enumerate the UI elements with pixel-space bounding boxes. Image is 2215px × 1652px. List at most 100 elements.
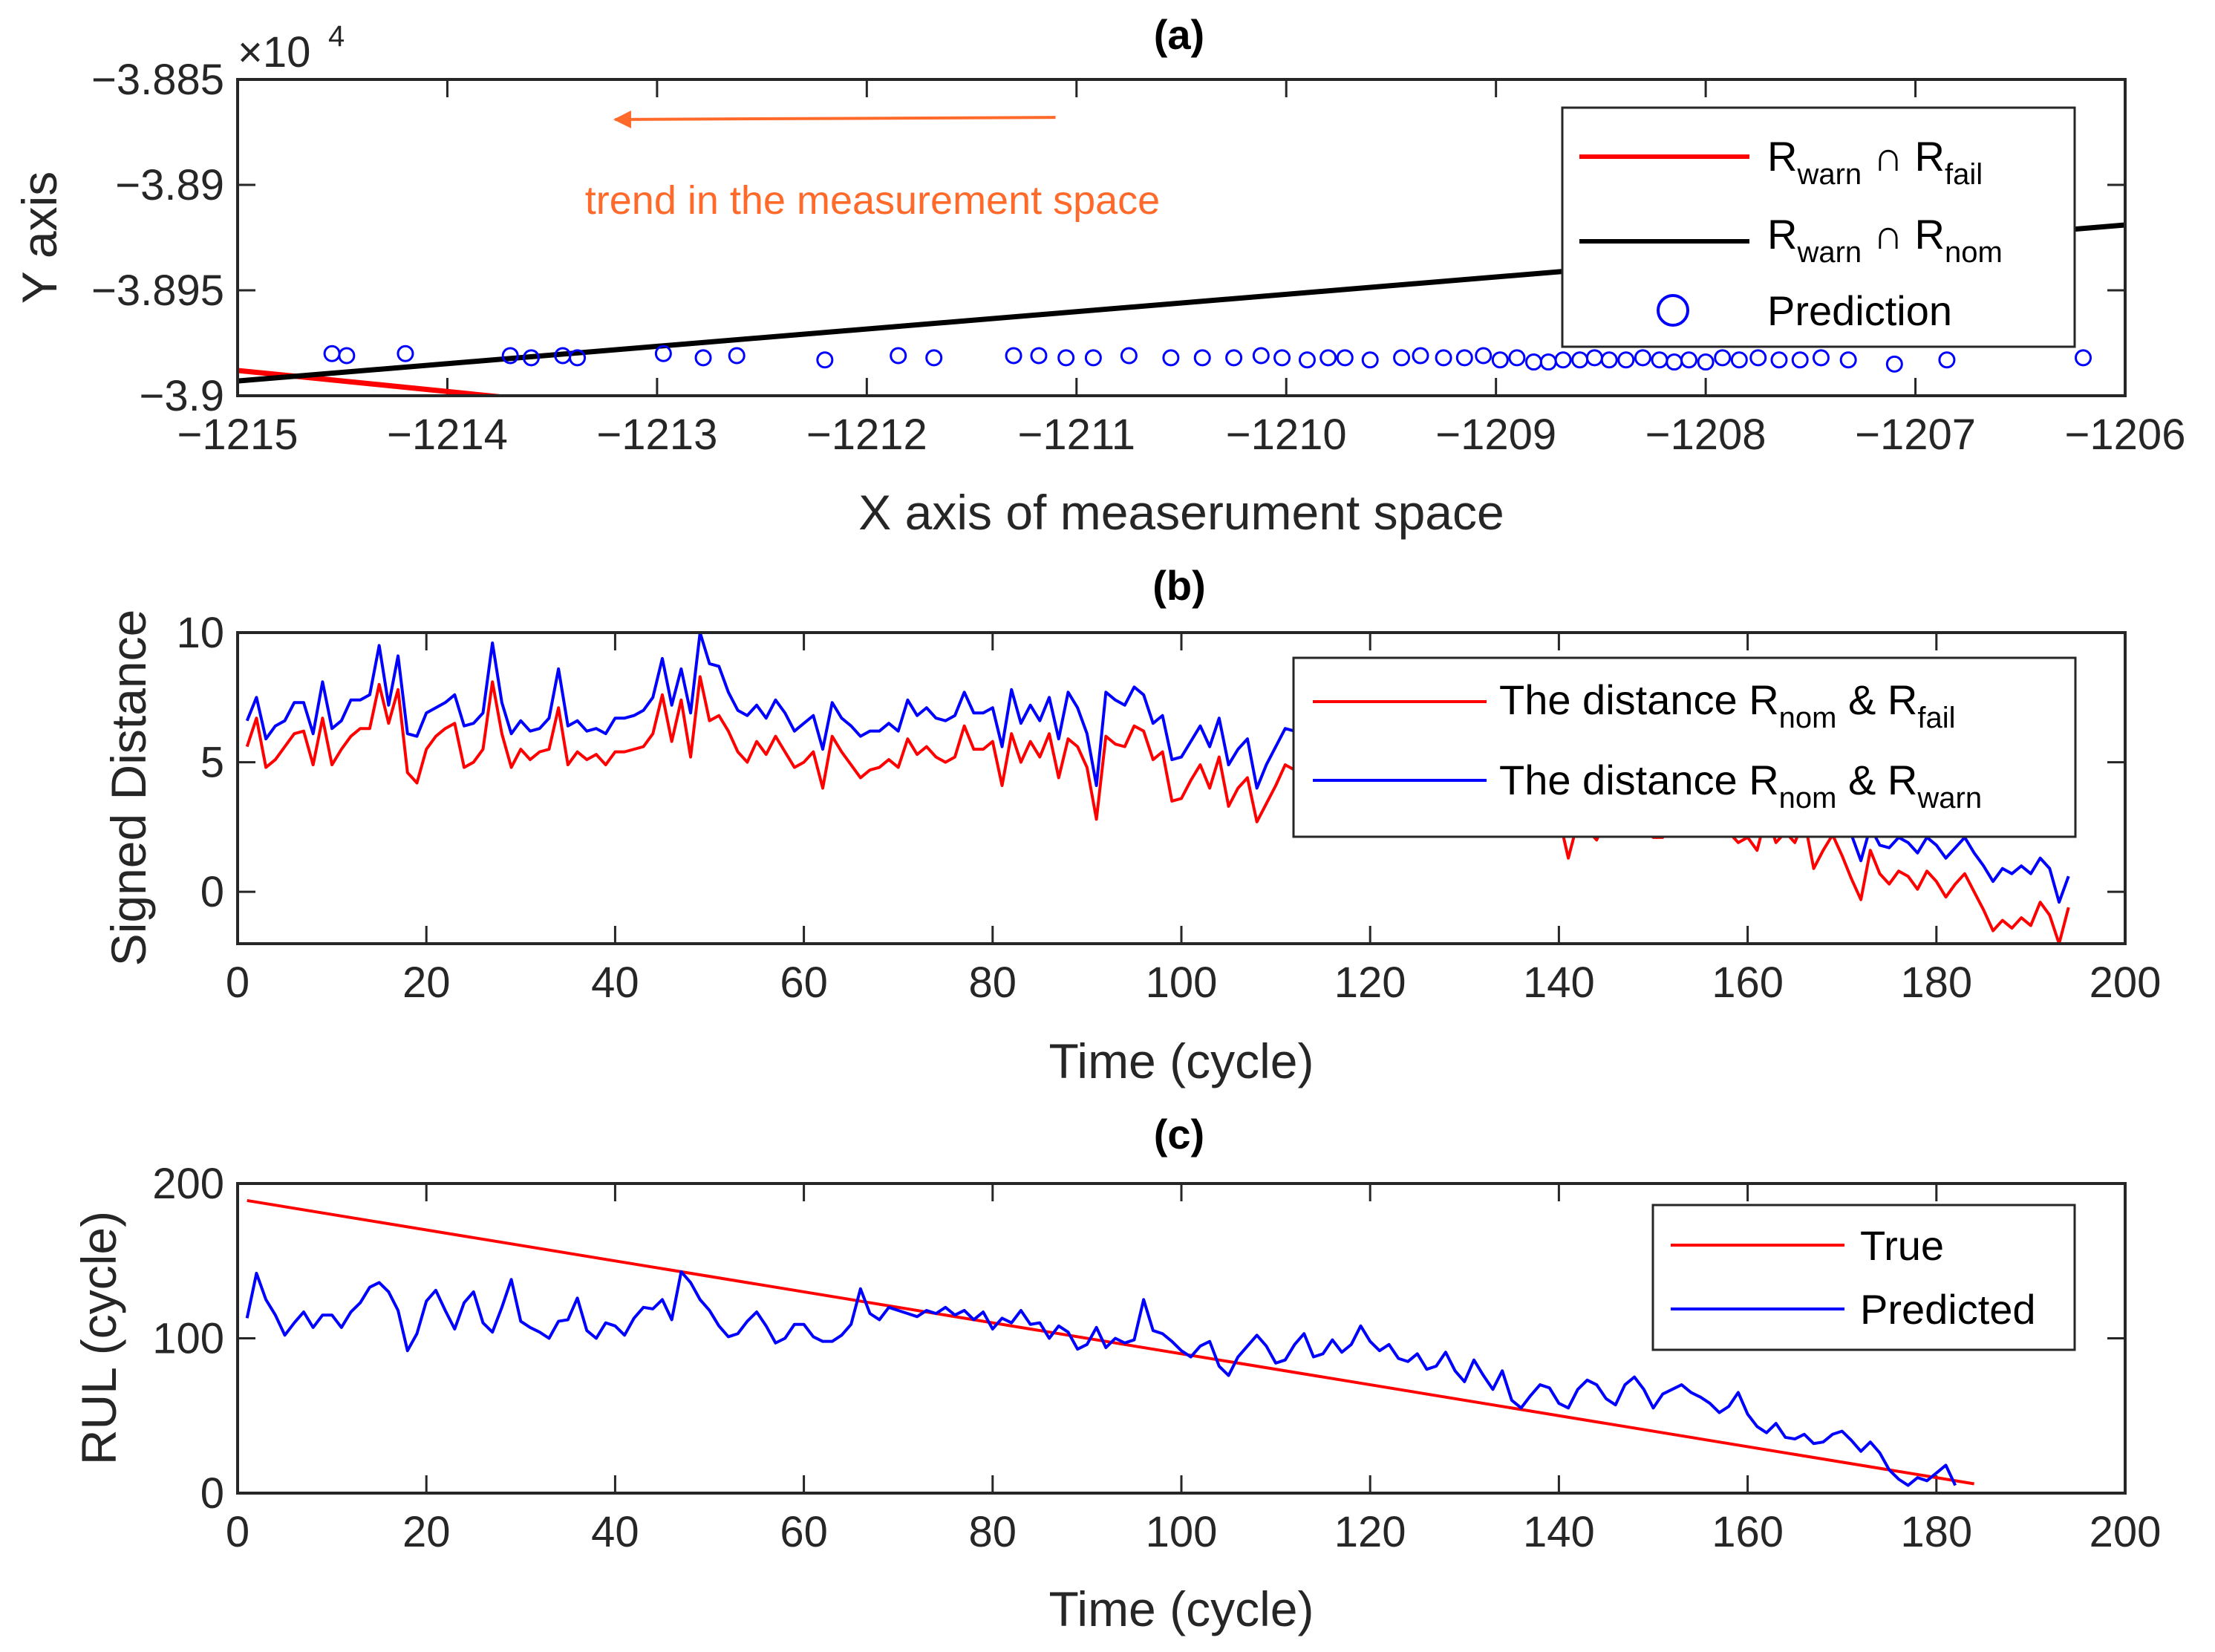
panel-a-legend: Rwarn ∩ Rfail Rwarn ∩ Rnom Prediction bbox=[1561, 106, 2076, 348]
x-tick-label: 100 bbox=[1146, 959, 1218, 1007]
legend-b1-sub2: fail bbox=[1917, 702, 1955, 734]
panel-a-title: (a) bbox=[1154, 11, 1204, 58]
prediction-point bbox=[1273, 349, 1291, 367]
panel-c-legend: True Predicted bbox=[1651, 1204, 2076, 1351]
x-tick-label: −1209 bbox=[1435, 411, 1556, 459]
prediction-point bbox=[1791, 351, 1809, 369]
x-tick-label: −1206 bbox=[2065, 411, 2186, 459]
legend-label-true: True bbox=[1860, 1222, 1944, 1269]
panel-c-plot-area bbox=[245, 1198, 1974, 1487]
legend-label-predicted: Predicted bbox=[1860, 1286, 2036, 1333]
panel-a: (a) ×10 4 −1215 −1214 −1213 −1212 −1211 −1210… bbox=[12, 11, 2185, 540]
prediction-point bbox=[1084, 349, 1102, 367]
panel-a-exponent-base: ×10 bbox=[238, 28, 310, 76]
legend-entry-nom-fail: The distance Rnom & Rfail bbox=[1313, 676, 1956, 734]
x-tick-label: 140 bbox=[1523, 1508, 1595, 1556]
prediction-point bbox=[890, 347, 907, 365]
y-tick-label: −3.9 bbox=[140, 372, 225, 420]
prediction-point bbox=[654, 345, 672, 362]
panel-a-axes-frame bbox=[236, 78, 2127, 397]
panel-b-legend-box bbox=[1292, 656, 2077, 838]
panel-b-xlabel: Time (cycle) bbox=[1049, 1034, 1314, 1088]
prediction-point bbox=[1252, 347, 1270, 365]
prediction-point bbox=[1057, 349, 1075, 367]
trend-arrow bbox=[613, 110, 1056, 128]
prediction-point bbox=[1666, 353, 1683, 371]
panel-a-exponent: ×10 4 bbox=[238, 20, 345, 76]
legend-entry-predicted: Predicted bbox=[1671, 1286, 2036, 1333]
x-tick-label: 100 bbox=[1146, 1508, 1218, 1556]
panel-a-xlabel: X axis of measerument space bbox=[858, 485, 1504, 540]
legend-swatch-prediction bbox=[1657, 294, 1689, 327]
prediction-point bbox=[1651, 351, 1668, 369]
x-tick-label: 160 bbox=[1712, 1508, 1784, 1556]
y-tick-label: 0 bbox=[200, 868, 224, 916]
x-tick-label: −1214 bbox=[387, 411, 508, 459]
x-tick-label: 40 bbox=[591, 959, 639, 1007]
x-tick-label: 180 bbox=[1900, 1508, 1972, 1556]
x-tick-label: 20 bbox=[402, 959, 451, 1007]
legend-label-nom-warn: The distance Rnom & Rwarn bbox=[1499, 757, 1982, 814]
x-tick-label: 200 bbox=[2090, 1508, 2162, 1556]
prediction-point bbox=[1319, 349, 1337, 367]
x-tick-label: −1213 bbox=[596, 411, 717, 459]
legend-entry-nom-warn: The distance Rnom & Rwarn bbox=[1313, 757, 1982, 814]
panel-b-axes-frame bbox=[236, 631, 2127, 945]
prediction-point bbox=[1393, 349, 1411, 367]
x-tick-label: 0 bbox=[226, 1508, 249, 1556]
prediction-point bbox=[1508, 349, 1526, 367]
prediction-point bbox=[1455, 349, 1473, 367]
prediction-point bbox=[2075, 349, 2092, 367]
prediction-point bbox=[816, 351, 834, 369]
legend-r-4: R bbox=[1915, 211, 1945, 258]
legend-b1-op: & R bbox=[1836, 676, 1917, 723]
prediction-point bbox=[501, 347, 519, 365]
legend-r-1: R bbox=[1767, 133, 1797, 180]
legend-r-2: R bbox=[1915, 133, 1945, 180]
y-tick-label: 100 bbox=[152, 1315, 224, 1363]
prediction-point bbox=[1554, 351, 1572, 369]
legend-entry-warn-nom: Rwarn ∩ Rnom bbox=[1579, 211, 2003, 269]
prediction-point bbox=[1697, 353, 1715, 371]
prediction-point bbox=[1749, 349, 1767, 367]
legend-r-3: R bbox=[1767, 211, 1797, 258]
prediction-point bbox=[1193, 349, 1211, 367]
legend-sub-nom: nom bbox=[1945, 236, 2003, 269]
prediction-point bbox=[728, 347, 746, 365]
panel-b-ticks: 0 20 40 60 80 100 120 140 160 180 200 0 5 10 bbox=[176, 609, 2161, 1007]
x-tick-label: −1215 bbox=[177, 411, 299, 459]
x-tick-label: 200 bbox=[2090, 959, 2162, 1007]
legend-b2-sub2: warn bbox=[1916, 782, 1982, 814]
x-tick-label: 60 bbox=[780, 959, 828, 1007]
prediction-point bbox=[1585, 349, 1603, 367]
legend-op-1: ∩ bbox=[1862, 133, 1914, 180]
prediction-point bbox=[1600, 351, 1618, 369]
prediction-point bbox=[1412, 347, 1429, 365]
y-tick-label: 5 bbox=[200, 739, 224, 787]
prediction-point bbox=[1475, 347, 1493, 365]
prediction-point bbox=[1361, 351, 1379, 369]
panel-c-title: (c) bbox=[1154, 1111, 1204, 1158]
legend-b2-sub: nom bbox=[1779, 782, 1837, 814]
panel-b: (b) 0 20 40 60 80 100 120 140 160 180 200 0 5 10 Time… bbox=[101, 562, 2161, 1088]
prediction-point bbox=[397, 345, 414, 362]
y-tick-label: −3.895 bbox=[91, 267, 224, 315]
x-tick-label: −1210 bbox=[1226, 411, 1347, 459]
panel-c-xlabel: Time (cycle) bbox=[1049, 1581, 1314, 1636]
y-tick-label: 0 bbox=[200, 1469, 224, 1518]
prediction-point bbox=[1770, 351, 1788, 369]
legend-label-nom-fail: The distance Rnom & Rfail bbox=[1499, 676, 1956, 734]
x-tick-label: −1208 bbox=[1645, 411, 1767, 459]
x-tick-label: 140 bbox=[1523, 959, 1595, 1007]
prediction-point bbox=[1938, 351, 1956, 369]
panel-a-exponent-power: 4 bbox=[328, 20, 345, 53]
prediction-point bbox=[1525, 353, 1543, 371]
y-tick-label: 200 bbox=[152, 1160, 224, 1208]
prediction-point bbox=[569, 349, 587, 367]
panel-a-annotation: trend in the measurement space bbox=[585, 110, 1160, 223]
panel-c-ylabel: RUL (cycle) bbox=[71, 1211, 126, 1465]
panel-c-legend-box bbox=[1651, 1204, 2076, 1351]
legend-entry-prediction: Prediction bbox=[1657, 287, 1952, 334]
legend-b1-sub: nom bbox=[1779, 702, 1837, 734]
panel-c: (c) 0 20 40 60 80 100 120 140 160 180 200 0 100 200 T… bbox=[71, 1111, 2161, 1636]
